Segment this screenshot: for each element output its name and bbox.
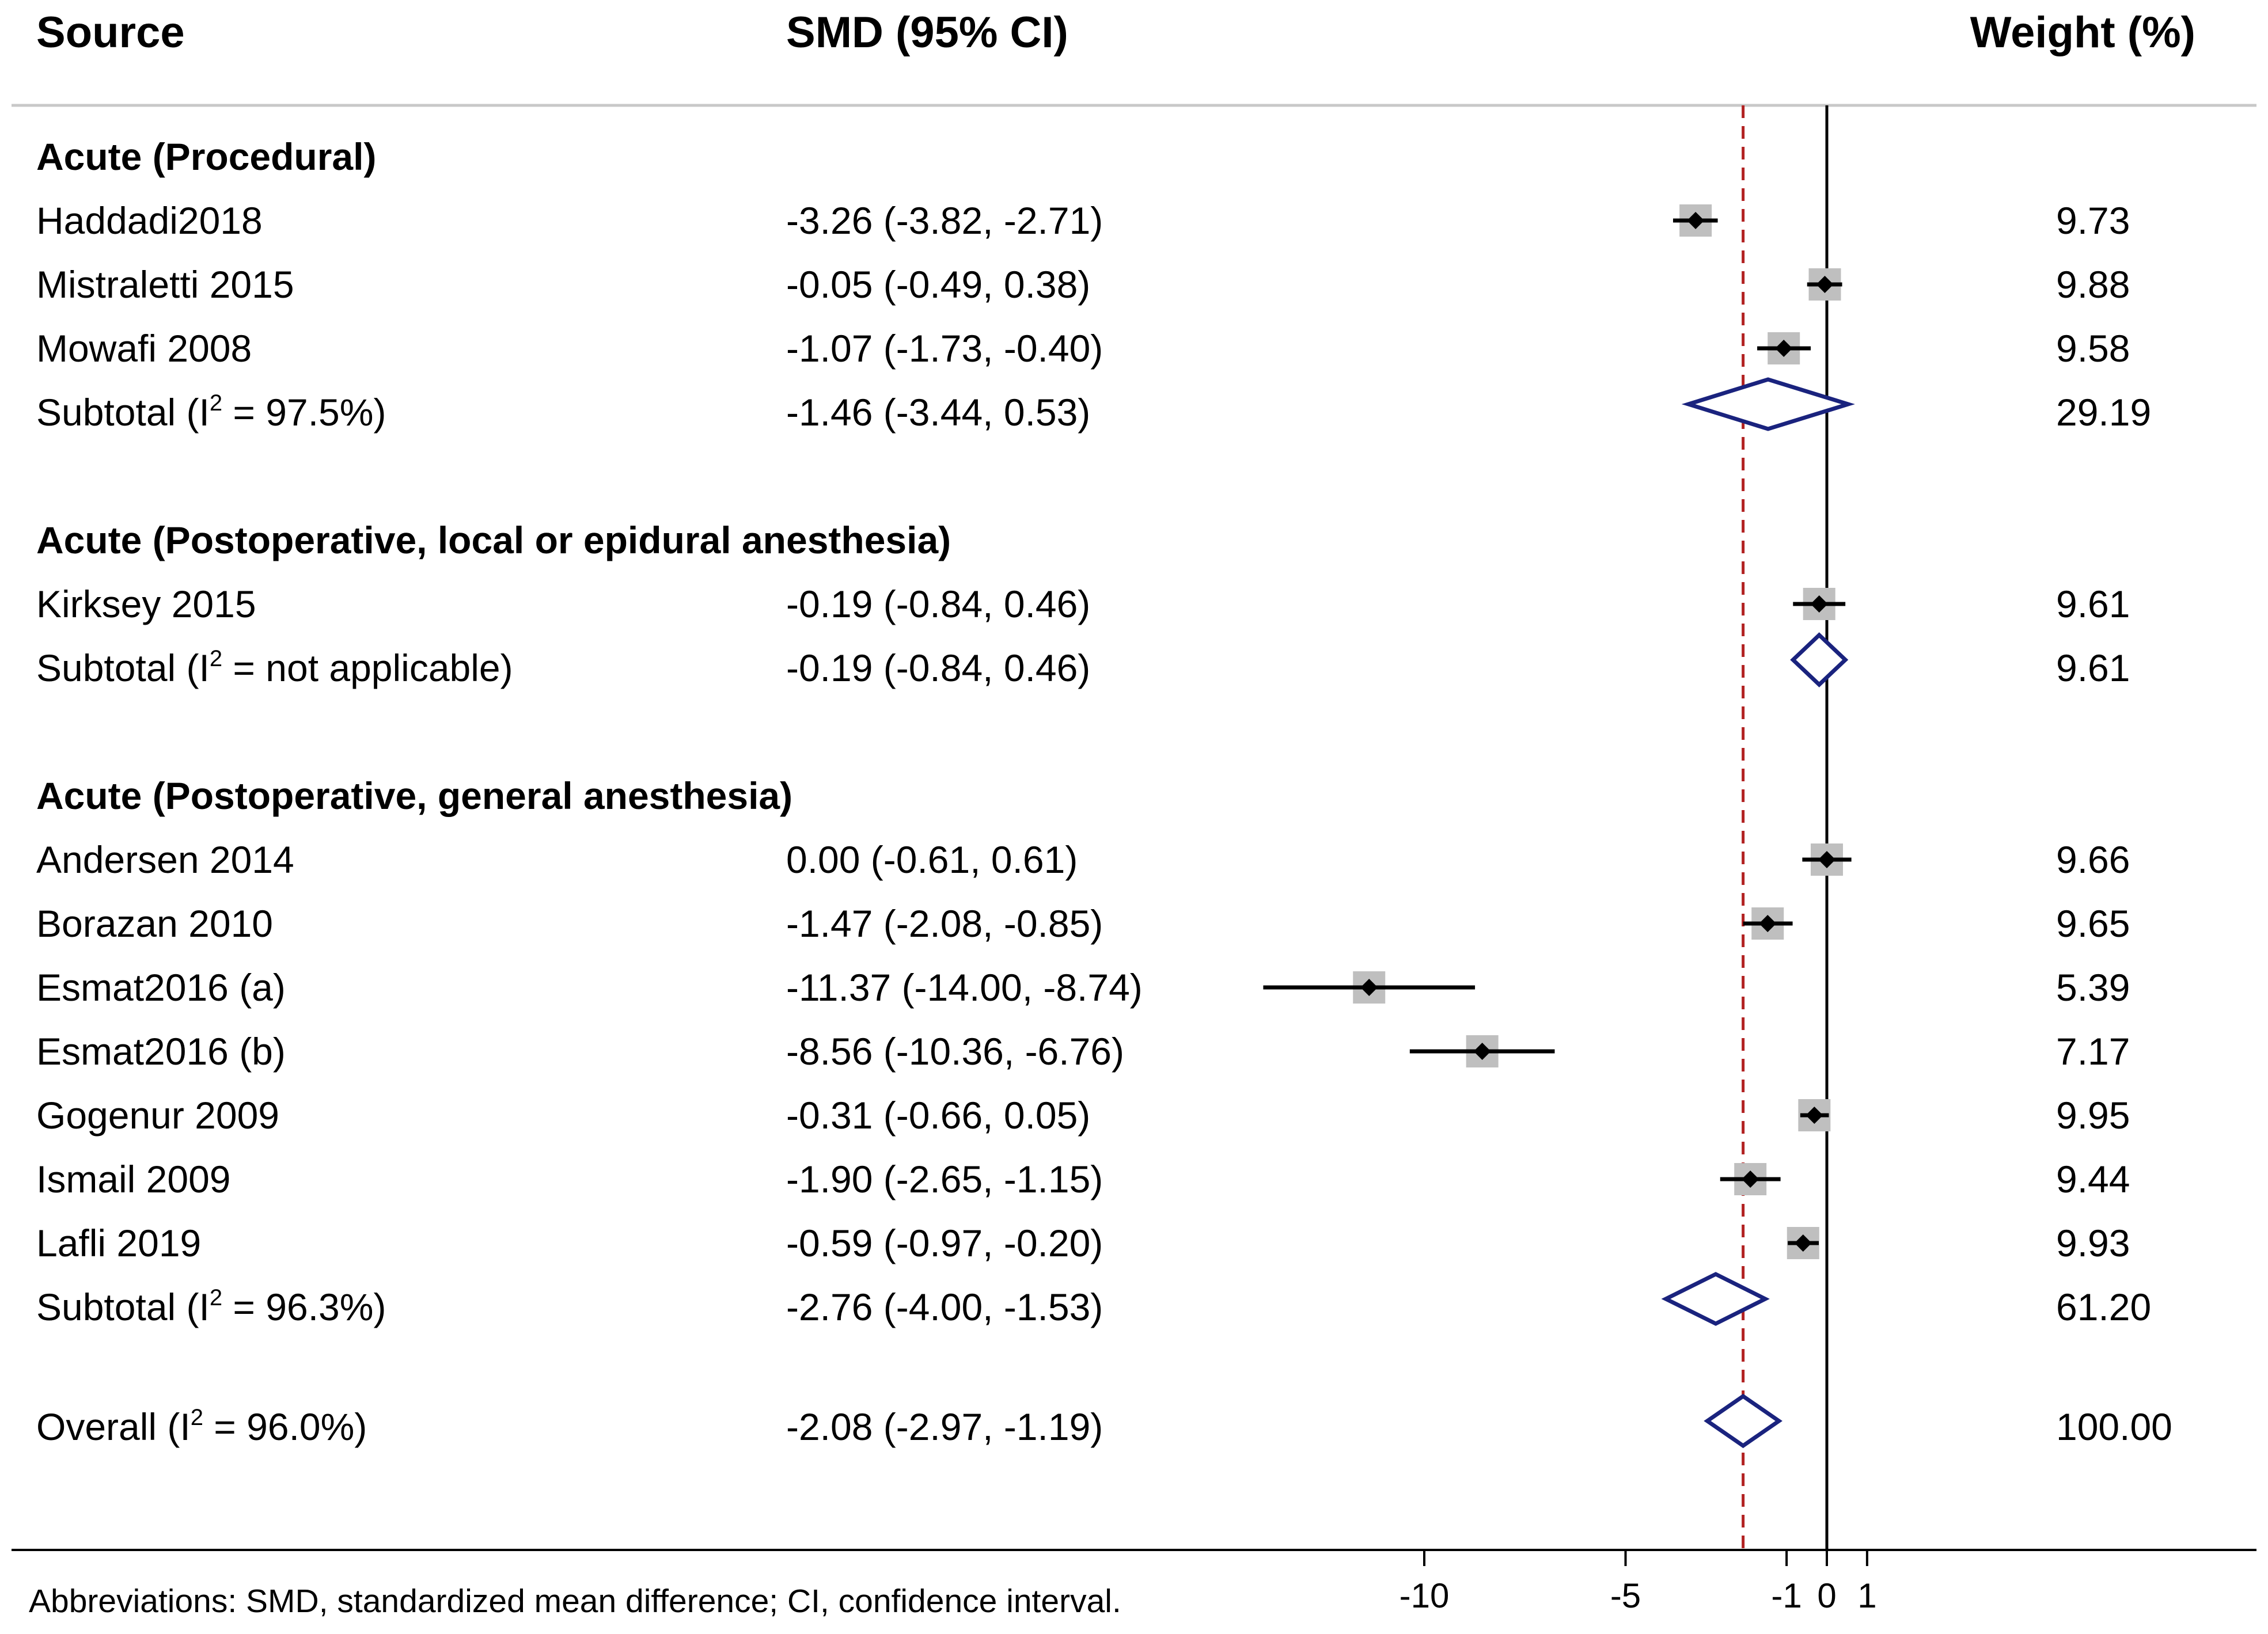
- study-smd-ci: -1.47 (-2.08, -0.85): [786, 902, 1103, 945]
- study-weight: 9.44: [2056, 1158, 2130, 1200]
- header-smd-ci: SMD (95% CI): [786, 8, 1068, 57]
- subtotal-smd-ci: -1.46 (-3.44, 0.53): [786, 391, 1090, 434]
- study-source: Mowafi 2008: [36, 327, 252, 370]
- subtotal-diamond: [1661, 1272, 1770, 1326]
- header-source: Source: [36, 8, 185, 57]
- overall-diamond: [1704, 1393, 1782, 1449]
- subtotal-label: Subtotal (I2 = 96.3%): [36, 1285, 386, 1328]
- study-source: Borazan 2010: [36, 902, 273, 945]
- study-weight: 9.88: [2056, 263, 2130, 306]
- x-axis-tick-label: -5: [1610, 1576, 1641, 1615]
- study-point-estimate: [1775, 340, 1793, 357]
- overall-weight: 100.00: [2056, 1405, 2172, 1448]
- study-weight: 9.61: [2056, 583, 2130, 625]
- study-smd-ci: -0.59 (-0.97, -0.20): [786, 1222, 1103, 1264]
- study-smd-ci: -3.26 (-3.82, -2.71): [786, 199, 1103, 242]
- overall-smd-ci: -2.08 (-2.97, -1.19): [786, 1405, 1103, 1448]
- study-weight: 7.17: [2056, 1030, 2130, 1073]
- study-source: Ismail 2009: [36, 1158, 231, 1200]
- study-point-estimate: [1687, 212, 1705, 229]
- x-axis-tick-label: -10: [1400, 1576, 1450, 1615]
- study-weight: 9.95: [2056, 1094, 2130, 1137]
- study-smd-ci: -0.19 (-0.84, 0.46): [786, 583, 1090, 625]
- subtotal-label: Subtotal (I2 = 97.5%): [36, 390, 386, 434]
- study-point-estimate: [1818, 851, 1835, 868]
- study-source: Gogenur 2009: [36, 1094, 279, 1137]
- subtotal-weight: 9.61: [2056, 647, 2130, 689]
- study-weight: 9.66: [2056, 838, 2130, 881]
- study-smd-ci: -0.05 (-0.49, 0.38): [786, 263, 1090, 306]
- study-smd-ci: -8.56 (-10.36, -6.76): [786, 1030, 1124, 1073]
- study-source: Esmat2016 (a): [36, 966, 286, 1009]
- study-point-estimate: [1360, 979, 1378, 996]
- subtotal-weight: 29.19: [2056, 391, 2151, 434]
- study-source: Lafli 2019: [36, 1222, 201, 1264]
- subtotal-diamond: [1681, 377, 1855, 431]
- study-smd-ci: 0.00 (-0.61, 0.61): [786, 838, 1078, 881]
- study-source: Andersen 2014: [36, 838, 294, 881]
- overall-label: Overall (I2 = 96.0%): [36, 1405, 367, 1448]
- study-weight: 9.58: [2056, 327, 2130, 370]
- study-weight: 9.65: [2056, 902, 2130, 945]
- study-point-estimate: [1759, 915, 1777, 932]
- study-source: Esmat2016 (b): [36, 1030, 286, 1073]
- study-smd-ci: -1.07 (-1.73, -0.40): [786, 327, 1103, 370]
- study-point-estimate: [1742, 1171, 1759, 1188]
- study-source: Kirksey 2015: [36, 583, 256, 625]
- study-source: Mistraletti 2015: [36, 263, 294, 306]
- x-axis-tick-label: 0: [1817, 1576, 1836, 1615]
- subtotal-smd-ci: -2.76 (-4.00, -1.53): [786, 1286, 1103, 1328]
- group-title: Acute (Postoperative, general anesthesia…: [36, 774, 792, 817]
- study-weight: 9.73: [2056, 199, 2130, 242]
- subtotal-weight: 61.20: [2056, 1286, 2151, 1328]
- study-point-estimate: [1806, 1107, 1823, 1124]
- header-weight: Weight (%): [1970, 8, 2195, 57]
- subtotal-label: Subtotal (I2 = not applicable): [36, 646, 513, 689]
- study-weight: 9.93: [2056, 1222, 2130, 1264]
- study-smd-ci: -11.37 (-14.00, -8.74): [786, 966, 1143, 1009]
- study-source: Haddadi2018: [36, 199, 263, 242]
- subtotal-smd-ci: -0.19 (-0.84, 0.46): [786, 647, 1090, 689]
- x-axis-tick-label: 1: [1857, 1576, 1876, 1615]
- study-smd-ci: -1.90 (-2.65, -1.15): [786, 1158, 1103, 1200]
- study-point-estimate: [1810, 595, 1828, 613]
- group-title: Acute (Procedural): [36, 135, 376, 178]
- group-title: Acute (Postoperative, local or epidural …: [36, 519, 951, 561]
- study-weight: 5.39: [2056, 966, 2130, 1009]
- x-axis-tick-label: -1: [1771, 1576, 1801, 1615]
- study-smd-ci: -0.31 (-0.66, 0.05): [786, 1094, 1090, 1137]
- subtotal-diamond: [1790, 632, 1849, 687]
- study-point-estimate: [1473, 1043, 1491, 1060]
- study-point-estimate: [1794, 1234, 1812, 1252]
- abbreviations-footnote: Abbreviations: SMD, standardized mean di…: [29, 1583, 1121, 1620]
- study-point-estimate: [1816, 276, 1834, 293]
